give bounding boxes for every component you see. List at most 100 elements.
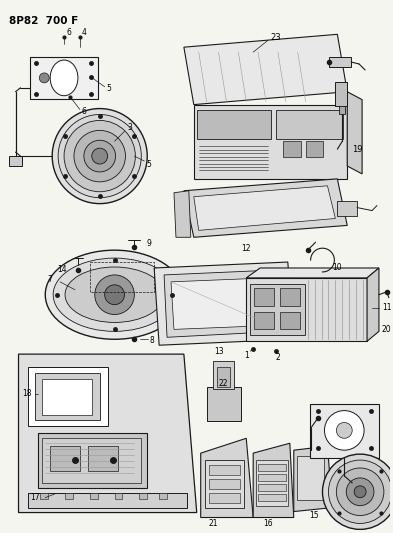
Bar — [258, 464, 286, 471]
Text: 8: 8 — [150, 336, 154, 345]
Bar — [42, 438, 141, 483]
Bar — [90, 262, 154, 292]
Bar — [139, 492, 147, 499]
Text: 1: 1 — [244, 351, 249, 360]
Bar — [50, 446, 80, 471]
Ellipse shape — [53, 258, 176, 332]
Bar — [250, 284, 305, 335]
Bar — [88, 446, 118, 471]
Ellipse shape — [45, 250, 184, 340]
Ellipse shape — [39, 73, 49, 83]
Ellipse shape — [323, 454, 393, 529]
Ellipse shape — [52, 109, 147, 204]
Bar — [65, 492, 73, 499]
Bar — [90, 492, 98, 499]
Bar — [209, 492, 240, 503]
Polygon shape — [246, 268, 379, 278]
Polygon shape — [347, 92, 362, 174]
Bar — [194, 104, 347, 179]
Bar — [207, 387, 241, 422]
Bar — [310, 403, 379, 458]
Polygon shape — [201, 438, 253, 518]
Text: 16: 16 — [263, 519, 273, 528]
Polygon shape — [194, 186, 335, 230]
Polygon shape — [174, 191, 191, 237]
Ellipse shape — [50, 60, 78, 96]
Text: 5: 5 — [147, 159, 152, 168]
Text: 6: 6 — [66, 28, 71, 37]
Bar — [205, 460, 244, 507]
Polygon shape — [184, 179, 347, 237]
Text: 12: 12 — [242, 244, 251, 253]
Text: 15: 15 — [309, 511, 318, 520]
Bar — [42, 379, 92, 415]
Bar — [283, 141, 301, 157]
Bar — [335, 82, 347, 106]
Text: 17: 17 — [31, 493, 40, 502]
Text: 21: 21 — [209, 519, 219, 528]
Polygon shape — [337, 200, 357, 215]
Bar — [280, 312, 300, 329]
Polygon shape — [171, 278, 272, 329]
Polygon shape — [18, 354, 197, 513]
Text: 8P82  700 F: 8P82 700 F — [9, 17, 78, 27]
Ellipse shape — [329, 460, 392, 523]
Ellipse shape — [84, 140, 116, 172]
Bar — [258, 474, 286, 481]
Text: 9: 9 — [147, 239, 152, 248]
Bar — [258, 484, 286, 491]
Ellipse shape — [354, 486, 366, 498]
Ellipse shape — [325, 410, 364, 450]
Bar — [339, 106, 345, 114]
Text: 18: 18 — [22, 389, 32, 398]
Bar — [35, 373, 100, 421]
Ellipse shape — [58, 115, 141, 198]
Polygon shape — [184, 34, 347, 104]
Bar — [276, 110, 343, 139]
Ellipse shape — [64, 120, 135, 192]
Polygon shape — [294, 446, 332, 512]
Bar — [297, 456, 325, 499]
Bar — [40, 492, 48, 499]
Bar — [209, 465, 240, 475]
Ellipse shape — [346, 478, 374, 506]
Text: 2: 2 — [275, 353, 280, 361]
Bar — [28, 367, 108, 426]
Bar — [306, 141, 323, 157]
Text: 7: 7 — [48, 276, 53, 285]
Bar — [28, 492, 187, 507]
Text: 22: 22 — [219, 379, 228, 389]
Ellipse shape — [92, 148, 108, 164]
Text: 23: 23 — [271, 33, 281, 42]
Text: 14: 14 — [57, 265, 67, 274]
Text: 6: 6 — [82, 107, 87, 116]
Bar — [209, 479, 240, 489]
Text: 13: 13 — [214, 346, 223, 356]
Bar — [213, 361, 234, 389]
Polygon shape — [367, 268, 379, 341]
Bar — [217, 367, 230, 387]
Bar — [115, 492, 123, 499]
Bar — [258, 494, 286, 500]
Bar — [280, 288, 300, 305]
Bar — [254, 288, 274, 305]
Bar — [9, 156, 22, 166]
Text: 5: 5 — [107, 84, 112, 93]
Text: 10: 10 — [332, 263, 342, 272]
Ellipse shape — [336, 468, 384, 515]
Polygon shape — [154, 262, 293, 345]
Text: 19: 19 — [352, 144, 362, 154]
Ellipse shape — [65, 267, 164, 322]
Bar — [39, 433, 147, 488]
Bar — [256, 460, 288, 506]
Bar — [159, 492, 167, 499]
Bar — [30, 57, 98, 99]
Polygon shape — [164, 270, 280, 337]
Polygon shape — [246, 278, 367, 341]
Text: 11: 11 — [382, 303, 391, 312]
Ellipse shape — [336, 423, 352, 438]
Ellipse shape — [95, 275, 134, 314]
Polygon shape — [253, 443, 294, 518]
Text: 4: 4 — [82, 28, 87, 37]
Bar — [254, 312, 274, 329]
